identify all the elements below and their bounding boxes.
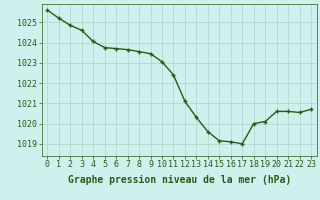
X-axis label: Graphe pression niveau de la mer (hPa): Graphe pression niveau de la mer (hPa) <box>68 175 291 185</box>
